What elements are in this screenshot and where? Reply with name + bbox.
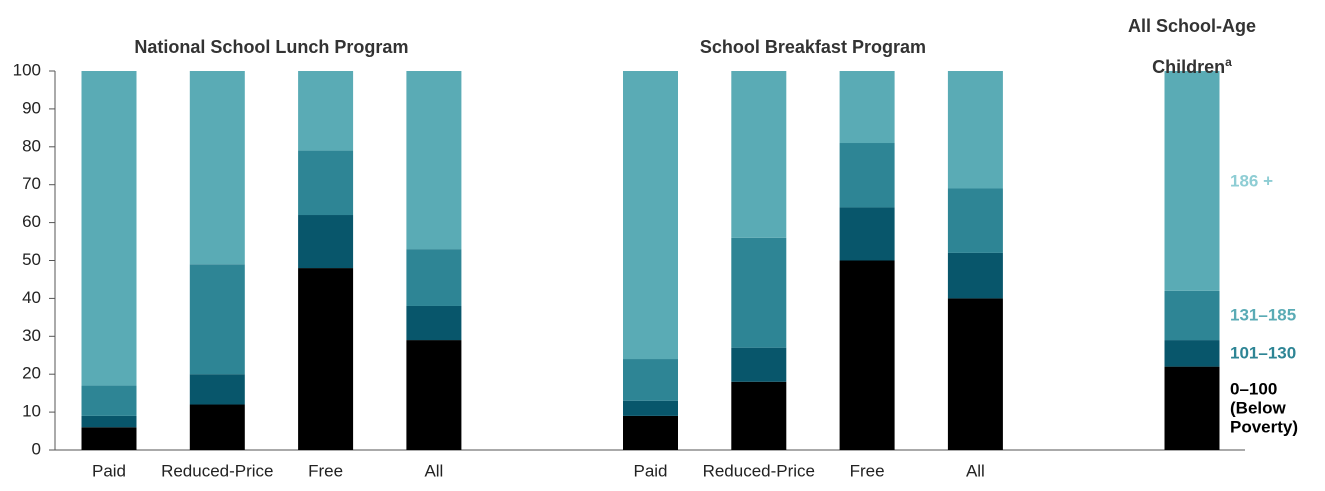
- bar-segment: [81, 415, 137, 428]
- bar-segment: [731, 237, 787, 348]
- y-tick-label: 50: [22, 250, 41, 269]
- x-tick-label: Reduced-Price: [703, 461, 815, 480]
- bar-segment: [298, 215, 354, 269]
- bar-segment: [1164, 290, 1220, 341]
- y-tick-label: 70: [22, 174, 41, 193]
- x-tick-label: Free: [308, 461, 343, 480]
- legend-label: 186 +: [1230, 171, 1274, 191]
- bar-segment: [298, 268, 354, 450]
- group-label-note: a: [1225, 55, 1232, 69]
- y-tick-label: 0: [32, 439, 41, 458]
- bar-segment: [839, 260, 895, 450]
- bar-segment: [947, 298, 1003, 450]
- y-tick-label: 90: [22, 98, 41, 117]
- bar-segment: [406, 249, 462, 306]
- legend-label: 0–100 (Below Poverty): [1230, 379, 1299, 437]
- bar-segment: [1164, 366, 1220, 450]
- bar-segment: [189, 374, 245, 405]
- group-label: School Breakfast Program: [613, 34, 1013, 60]
- bar-segment: [947, 252, 1003, 299]
- bar-segment: [406, 305, 462, 341]
- x-tick-label: Reduced-Price: [161, 461, 273, 480]
- bar-segment: [731, 381, 787, 450]
- group-label-text: National School Lunch Program: [134, 37, 409, 57]
- bar-segment: [298, 150, 354, 216]
- group-label-text: All School-Age Children: [1127, 16, 1256, 77]
- bar-segment: [81, 71, 137, 386]
- bar-segment: [623, 400, 678, 416]
- bar-segment: [947, 71, 1003, 189]
- x-tick-label: Free: [850, 461, 885, 480]
- y-tick-label: 40: [22, 288, 41, 307]
- bar-segment: [298, 71, 354, 151]
- bar-segment: [623, 71, 678, 360]
- y-tick-label: 10: [22, 402, 41, 421]
- bar-segment: [731, 347, 787, 382]
- bar-segment: [731, 71, 787, 238]
- group-label-text: School Breakfast Program: [699, 37, 926, 57]
- y-tick-label: 100: [13, 60, 41, 79]
- x-tick-label: Paid: [92, 461, 126, 480]
- y-tick-label: 20: [22, 364, 41, 383]
- bar-segment: [1164, 340, 1220, 367]
- y-tick-label: 30: [22, 326, 41, 345]
- y-tick-label: 60: [22, 212, 41, 231]
- bar-segment: [1164, 71, 1220, 291]
- group-label: All School-Age Childrena: [1107, 8, 1277, 85]
- group-label: National School Lunch Program: [71, 34, 471, 60]
- bar-segment: [839, 143, 895, 208]
- bar-segment: [623, 359, 678, 401]
- bar-segment: [839, 207, 895, 261]
- bar-segment: [406, 71, 462, 250]
- legend-label: 131–185: [1230, 305, 1297, 325]
- bar-segment: [189, 264, 245, 375]
- bar-segment: [947, 188, 1003, 253]
- bar-segment: [839, 71, 895, 144]
- legend-label: 101–130: [1230, 343, 1297, 363]
- bar-segment: [623, 415, 678, 450]
- y-tick-label: 80: [22, 136, 41, 155]
- bar-segment: [406, 340, 462, 450]
- bar-segment: [189, 71, 245, 265]
- x-tick-label: All: [424, 461, 443, 480]
- x-tick-label: Paid: [633, 461, 667, 480]
- bar-segment: [81, 385, 137, 416]
- bar-segment: [189, 404, 245, 450]
- bar-segment: [81, 427, 137, 450]
- x-tick-label: All: [966, 461, 985, 480]
